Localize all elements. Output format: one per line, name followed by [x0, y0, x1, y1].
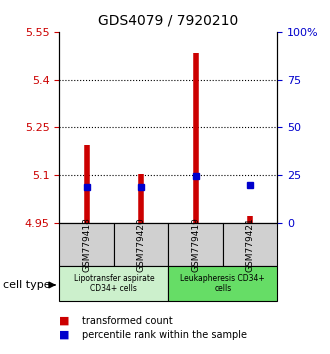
Text: ■: ■ [59, 330, 70, 339]
Bar [168, 266, 277, 301]
Text: GSM779418: GSM779418 [82, 217, 91, 272]
Text: GSM779421: GSM779421 [246, 217, 254, 272]
Text: cell type: cell type [3, 280, 51, 290]
Bar [59, 223, 114, 266]
Title: GDS4079 / 7920210: GDS4079 / 7920210 [98, 14, 238, 28]
Bar [223, 223, 277, 266]
Bar [168, 223, 223, 266]
Text: percentile rank within the sample: percentile rank within the sample [82, 330, 248, 339]
Text: Lipotransfer aspirate
CD34+ cells: Lipotransfer aspirate CD34+ cells [74, 274, 154, 293]
Bar [59, 266, 168, 301]
Text: transformed count: transformed count [82, 316, 173, 326]
Text: Leukapheresis CD34+
cells: Leukapheresis CD34+ cells [181, 274, 265, 293]
Bar [114, 223, 168, 266]
Text: ■: ■ [59, 316, 70, 326]
Text: GSM779419: GSM779419 [191, 217, 200, 272]
Text: GSM779420: GSM779420 [137, 217, 146, 272]
